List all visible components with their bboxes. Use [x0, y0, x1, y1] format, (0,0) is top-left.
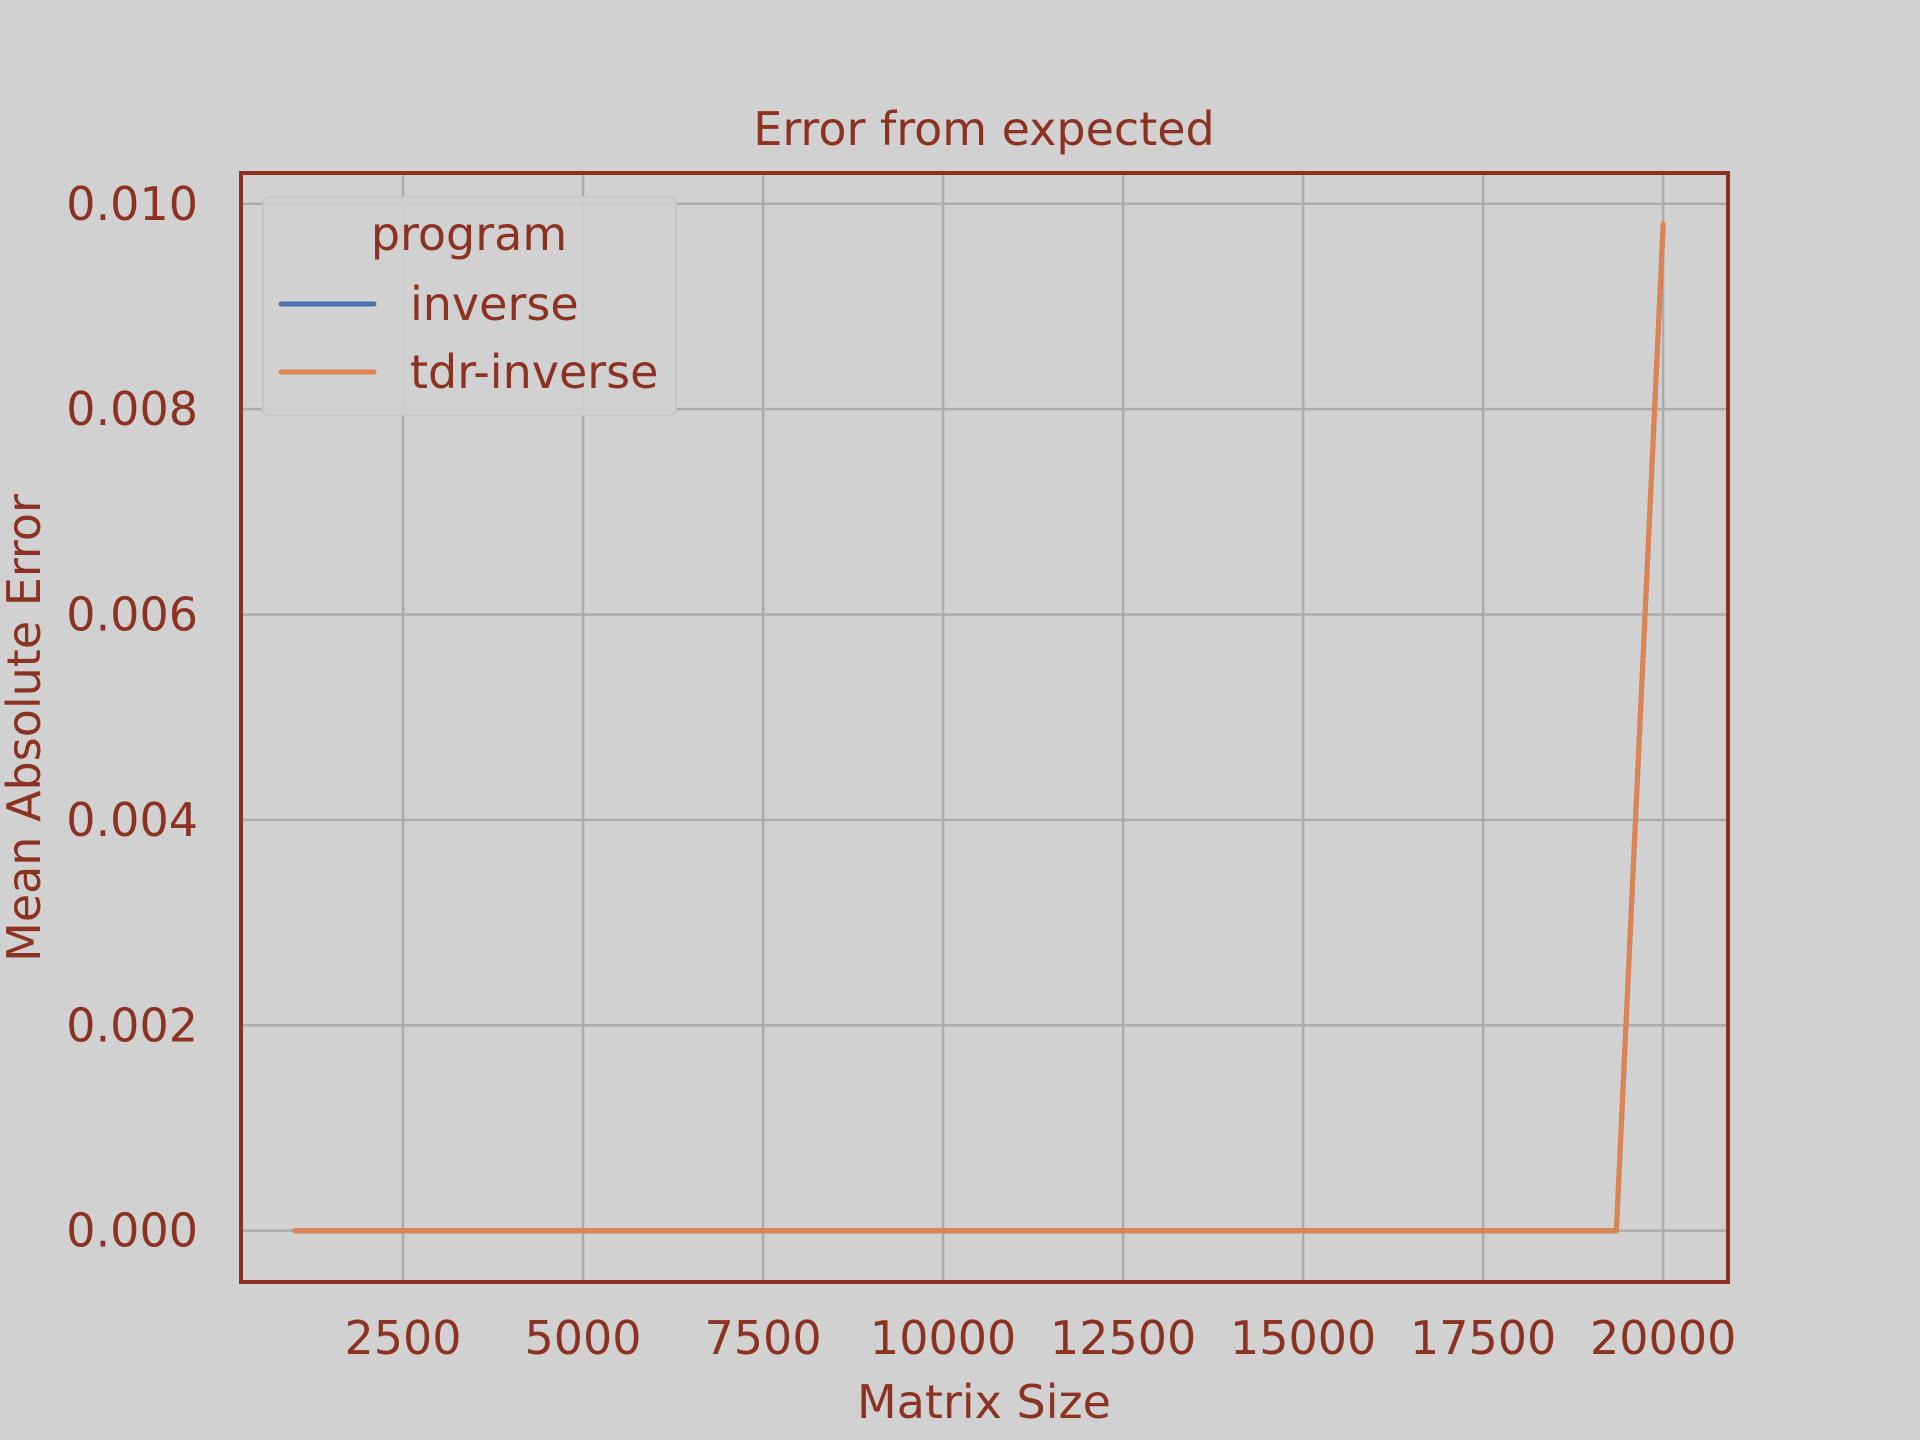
y-tick-label: 0.004 [66, 793, 198, 847]
x-tick-labels: 2500 5000 7500 10000 12500 15000 17500 20000 [344, 1311, 1736, 1365]
series-line-tdr-inverse [292, 221, 1666, 1234]
legend-label-tdr-inverse: tdr-inverse [410, 345, 658, 399]
y-axis-label: Mean Absolute Error [0, 494, 51, 962]
legend-entries: inverse tdr-inverse [278, 277, 658, 399]
legend-label-inverse: inverse [410, 277, 579, 331]
y-tick-label: 0.000 [66, 1204, 198, 1258]
y-tick-label: 0.006 [66, 588, 198, 642]
series-lines [292, 221, 1666, 1234]
x-tick-label: 10000 [870, 1311, 1016, 1365]
legend: program inverse tdr-inverse [262, 196, 677, 416]
x-tick-label: 20000 [1590, 1311, 1736, 1365]
x-tick-label: 12500 [1050, 1311, 1196, 1365]
x-tick-label: 7500 [705, 1311, 822, 1365]
y-tick-label: 0.002 [66, 998, 198, 1052]
legend-box [262, 196, 677, 416]
x-tick-label: 2500 [344, 1311, 461, 1365]
y-tick-label: 0.008 [66, 382, 198, 436]
grid [241, 173, 1728, 1282]
x-tick-label: 17500 [1410, 1311, 1556, 1365]
y-tick-labels: 0.000 0.002 0.004 0.006 0.008 0.010 [66, 177, 198, 1258]
y-tick-label: 0.010 [66, 177, 198, 231]
plot-frame [239, 171, 1730, 1284]
legend-title: program [371, 207, 567, 261]
x-tick-label: 5000 [525, 1311, 642, 1365]
chart-title: Error from expected [753, 102, 1214, 156]
x-axis-label: Matrix Size [857, 1375, 1111, 1429]
x-tick-label: 15000 [1230, 1311, 1376, 1365]
